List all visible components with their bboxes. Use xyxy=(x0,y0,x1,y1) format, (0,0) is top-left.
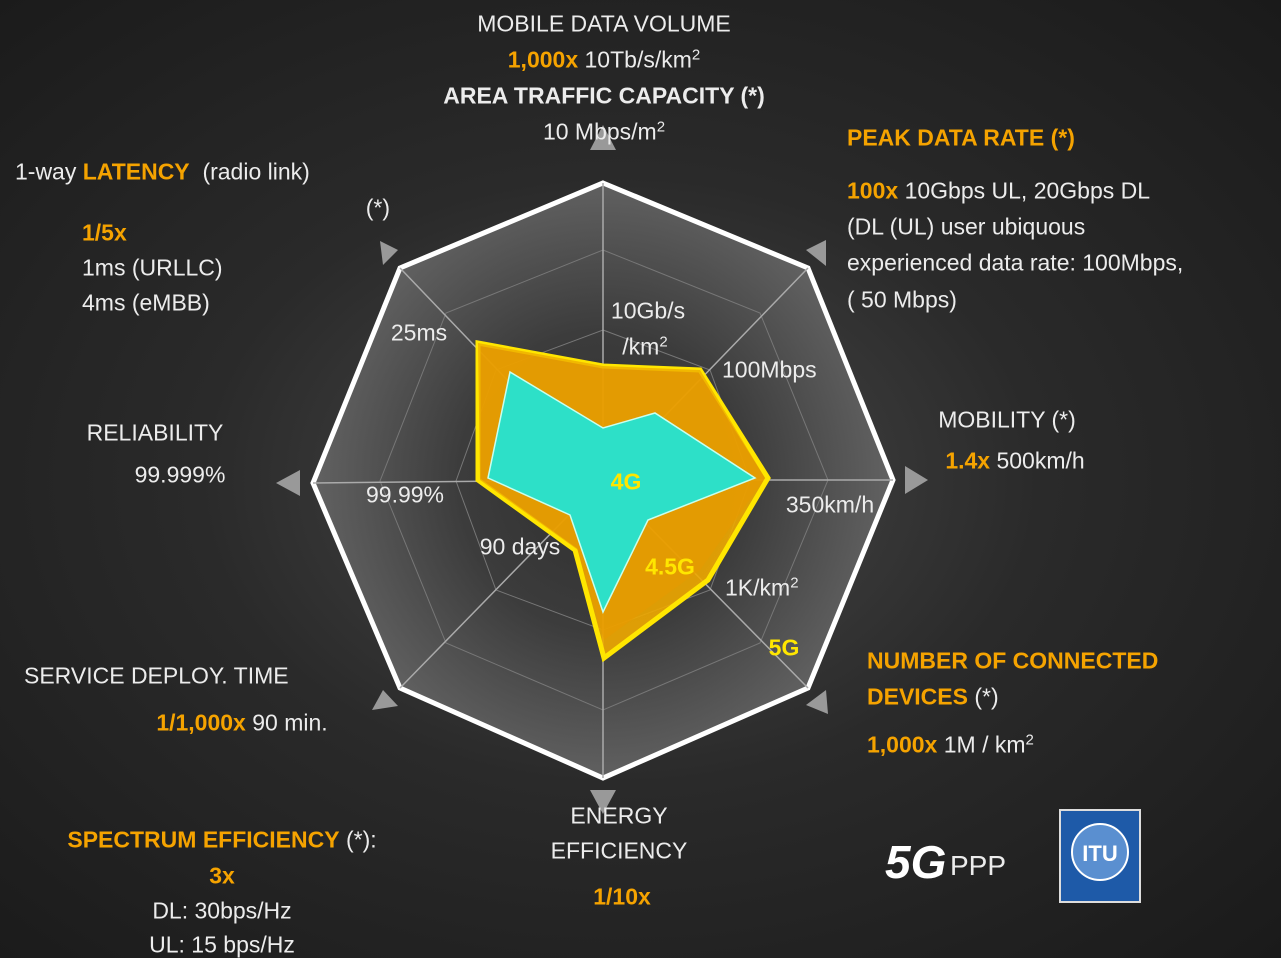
inner-label: 90 days xyxy=(480,536,561,559)
value: 1K/km xyxy=(725,575,790,601)
inner-label: 25ms xyxy=(391,322,447,345)
5g-ppp-logo: 5G xyxy=(885,836,946,888)
label: EFFICIENCY xyxy=(551,840,688,863)
inner-label: 350km/h xyxy=(786,494,874,517)
value: 10Gbps UL, 20Gbps DL xyxy=(905,178,1150,204)
label: 1/1,000x 90 min. xyxy=(156,712,327,735)
value: 10Tb/s/km xyxy=(585,47,692,73)
label: 1/10x xyxy=(593,886,651,909)
label: ENERGY xyxy=(570,805,667,828)
label: 100x 10Gbps UL, 20Gbps DL xyxy=(847,180,1150,203)
label: MOBILITY (*) xyxy=(938,409,1076,432)
label: 1/5x xyxy=(82,222,127,245)
label: MOBILE DATA VOLUME xyxy=(477,13,730,36)
label: NUMBER OF CONNECTED xyxy=(867,650,1158,673)
label: SERVICE DEPLOY. TIME xyxy=(24,665,289,688)
label: 1.4x 500km/h xyxy=(945,450,1084,473)
factor: 100x xyxy=(847,178,898,204)
label: PEAK DATA RATE (*) xyxy=(847,127,1075,150)
label: (DL (UL) user ubiquous xyxy=(847,216,1085,239)
note: (*) xyxy=(974,684,998,710)
inner-label: 10Gb/s xyxy=(611,300,685,323)
logo-text: PPP xyxy=(950,852,1006,880)
label: RELIABILITY xyxy=(87,422,224,445)
label: (*) xyxy=(366,197,390,220)
logo-text: ITU xyxy=(1082,843,1117,865)
label: DEVICES (*) xyxy=(867,686,999,709)
label: 10 Mbps/m2 xyxy=(543,121,665,144)
sup: 2 xyxy=(692,47,700,64)
label: 1ms (URLLC) xyxy=(82,257,223,280)
slide: 5G MOBILE DATA VOLUME 1,000x 10Tb/s/km2 … xyxy=(0,0,1281,958)
sup: 2 xyxy=(1026,732,1034,749)
sup: 2 xyxy=(790,575,798,592)
label: experienced data rate: 100Mbps, xyxy=(847,252,1183,275)
note: (*): xyxy=(346,827,377,853)
title: LATENCY xyxy=(83,159,190,185)
inner-label: 99.99% xyxy=(366,484,444,507)
sup: 2 xyxy=(657,119,665,136)
value: 1M / km xyxy=(944,732,1026,758)
value: 500km/h xyxy=(996,448,1084,474)
svg-text:5G: 5G xyxy=(885,836,946,888)
series-label: 4.5G xyxy=(645,556,695,579)
label: 4ms (eMBB) xyxy=(82,292,210,315)
series-label: 4G xyxy=(611,471,642,494)
factor: 1/1,000x xyxy=(156,710,246,736)
inner-label: /km2 xyxy=(622,336,667,359)
title: DEVICES xyxy=(867,684,968,710)
label: 1-way LATENCY (radio link) xyxy=(15,161,310,184)
label: AREA TRAFFIC CAPACITY (*) xyxy=(443,85,765,108)
prefix: 1-way xyxy=(15,159,76,185)
factor: 1.4x xyxy=(945,448,990,474)
factor: 1,000x xyxy=(867,732,937,758)
label: 99.999% xyxy=(135,464,226,487)
series-label: 5G xyxy=(769,637,800,660)
value: 10 Mbps/m xyxy=(543,119,657,145)
label: ( 50 Mbps) xyxy=(847,289,957,312)
title: SPECTRUM EFFICIENCY xyxy=(67,827,339,853)
label: 3x xyxy=(209,865,235,888)
label: DL: 30bps/Hz xyxy=(152,900,291,923)
inner-label: 1K/km2 xyxy=(725,577,799,600)
value: 90 min. xyxy=(252,710,327,736)
inner-label: 100Mbps xyxy=(722,359,817,382)
label: SPECTRUM EFFICIENCY (*): xyxy=(67,829,376,852)
label: 1,000x 10Tb/s/km2 xyxy=(508,49,700,72)
label: UL: 15 bps/Hz xyxy=(149,934,295,957)
factor: 1,000x xyxy=(508,47,578,73)
suffix: (radio link) xyxy=(202,159,309,185)
label: 1,000x 1M / km2 xyxy=(867,734,1034,757)
value: /km xyxy=(622,334,659,360)
sup: 2 xyxy=(659,334,667,351)
